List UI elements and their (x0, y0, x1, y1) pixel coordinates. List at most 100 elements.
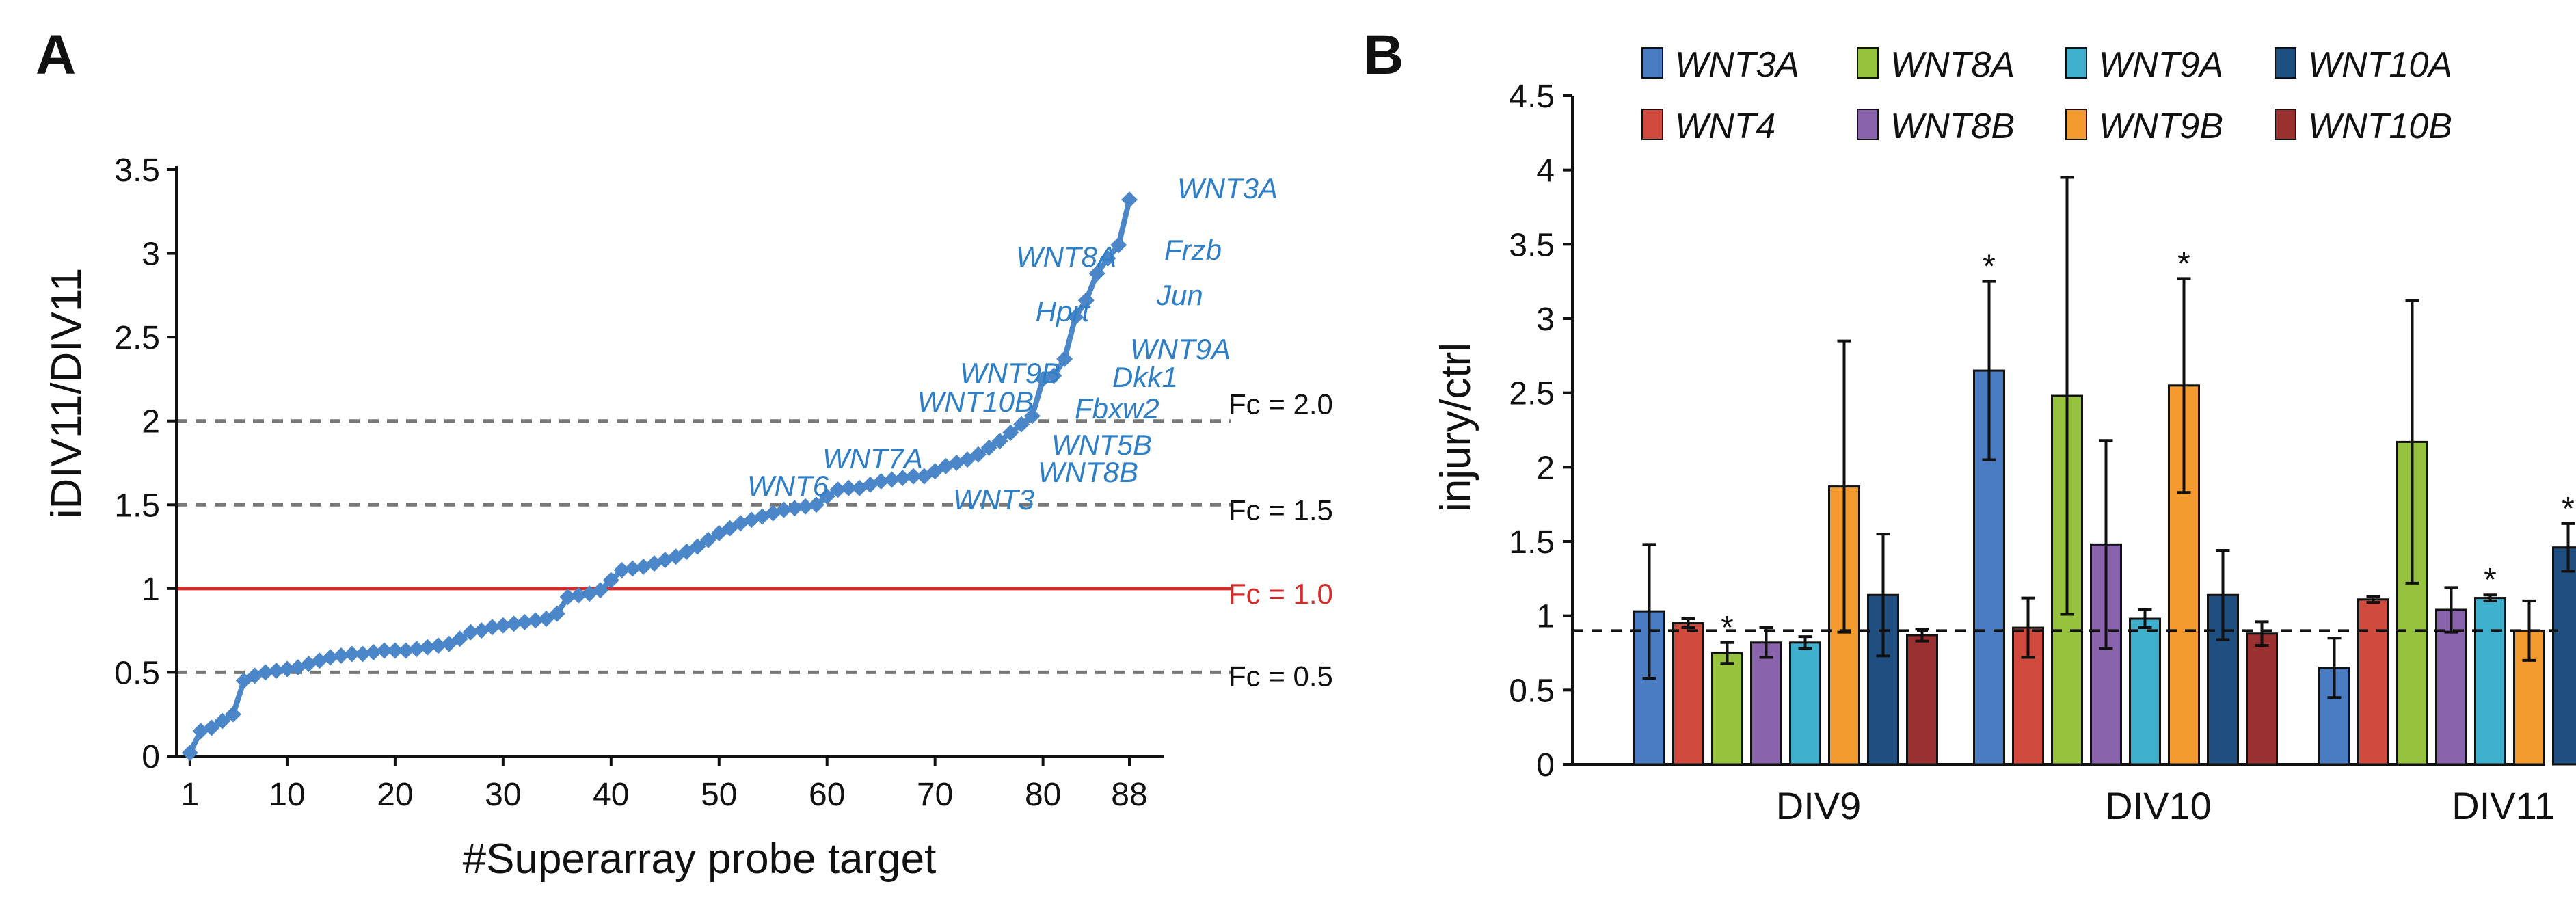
data-point (516, 613, 533, 630)
legend-label: WNT10B (2308, 107, 2452, 146)
panel-a-reference-lines: Fc = 2.0 Fc = 1.5 Fc = 1.0 Fc = 0.5 (176, 388, 1333, 692)
significance-star: * (2562, 491, 2575, 527)
legend-swatch (1641, 109, 1663, 140)
legend-label: WNT9A (2099, 45, 2223, 85)
bar (1906, 634, 1938, 766)
data-point (494, 617, 511, 634)
reference-line-label: Fc = 2.0 (1229, 388, 1333, 420)
x-tick-label: 10 (269, 777, 305, 813)
category-label: DIV11 (2452, 784, 2555, 827)
data-point (376, 642, 393, 659)
data-point (214, 712, 231, 730)
reference-line-label: Fc = 0.5 (1229, 660, 1333, 692)
panel-b-legend: WNT3A WNT4 WNT8A WNT8B WNT9A WNT9B WNT10A WNT10… (1641, 45, 2452, 146)
x-tick-label: 70 (917, 777, 953, 813)
y-tick-label: 1.5 (114, 487, 160, 524)
panel-b: B injury/ctrl WNT3AWNT4WNT8AWNT8BWNT9AWN… (1363, 24, 2576, 827)
data-point (1077, 292, 1095, 309)
series-line (187, 199, 1132, 754)
data-point (181, 745, 198, 762)
category-label: DIV10 (2105, 784, 2212, 827)
data-point (602, 572, 619, 589)
annotation-label: WNT5B (1051, 429, 1152, 461)
x-tick-label: 40 (593, 777, 629, 813)
data-point (1099, 250, 1116, 267)
data-point (592, 582, 609, 599)
data-point (1088, 265, 1105, 282)
y-tick-label: 3.5 (1509, 227, 1555, 263)
data-point (613, 561, 630, 578)
data-point (224, 706, 241, 723)
annotation-label: WNT10B (917, 386, 1034, 418)
legend-swatch (1857, 109, 1879, 140)
data-point (786, 500, 803, 517)
bar (2129, 617, 2161, 766)
bar (2552, 546, 2576, 766)
significance-star: * (1983, 249, 1996, 285)
bar (1789, 641, 1821, 766)
legend-label: WNT4 (1675, 107, 1775, 146)
annotation-label: WNT8A (1016, 241, 1116, 273)
annotation-label: WNT8B (1038, 456, 1138, 488)
data-point (527, 612, 544, 629)
bar (2474, 597, 2506, 766)
x-tick-label: 88 (1111, 777, 1147, 813)
annotation-label: Fbxw2 (1075, 392, 1159, 425)
bar (2357, 598, 2389, 766)
annotation-label: Dkk1 (1112, 361, 1178, 393)
legend-label: WNT3A (1675, 45, 1799, 85)
y-tick-label: 1.5 (1509, 524, 1555, 561)
bar (2246, 632, 2278, 766)
legend-label: WNT10A (2308, 45, 2452, 85)
data-point (829, 481, 846, 498)
data-point (894, 470, 911, 487)
legend-label: WNT8A (1890, 45, 2015, 85)
legend-swatch (2275, 109, 2296, 140)
data-point (1013, 416, 1030, 433)
data-point (1045, 367, 1062, 384)
x-tick-label: 50 (701, 777, 737, 813)
data-point (699, 531, 716, 548)
panel-a-series (181, 191, 1138, 762)
y-tick-label: 1 (1536, 599, 1555, 635)
data-point (322, 649, 339, 666)
annotation-label: WNT7A (822, 442, 923, 474)
data-point (354, 645, 371, 663)
legend-swatch (2065, 47, 2087, 79)
y-tick-label: 3.5 (114, 152, 160, 189)
annotation-label: WNT3 (953, 483, 1034, 516)
data-point (807, 496, 824, 513)
legend-label: WNT8B (1890, 107, 2015, 146)
data-point (1002, 424, 1019, 441)
significance-star: * (2177, 245, 2190, 282)
data-point (1067, 308, 1084, 325)
y-tick-label: 3 (142, 237, 160, 273)
bar (2012, 626, 2044, 766)
annotation-label: WNT9B (960, 357, 1060, 389)
data-point (905, 468, 922, 485)
annotation-label: Hprt (1036, 295, 1092, 327)
y-tick-label: 2.5 (1509, 376, 1555, 412)
y-tick-label: 3 (1536, 302, 1555, 338)
significance-star: * (1721, 610, 1734, 646)
data-point (1056, 351, 1073, 368)
data-point (775, 501, 792, 518)
y-tick-label: 4 (1536, 153, 1555, 189)
annotation-label: WNT3A (1177, 172, 1278, 204)
panel-b-ylabel: injury/ctrl (1432, 343, 1479, 512)
data-point (257, 664, 274, 681)
y-tick-label: 0.5 (114, 655, 160, 691)
x-tick-label: 60 (809, 777, 845, 813)
data-point (969, 446, 987, 463)
bar (1750, 641, 1782, 766)
y-tick-label: 4.5 (1509, 79, 1555, 115)
y-tick-label: 2.5 (114, 320, 160, 356)
data-point (548, 605, 565, 622)
data-point (332, 647, 349, 664)
y-tick-label: 0.5 (1509, 673, 1555, 709)
panel-b-bars: ****** (1572, 176, 2576, 766)
data-point (430, 637, 447, 654)
data-point (278, 660, 295, 678)
panel-a-axes: 0 0.5 1 1.5 2 2.5 3 3.5 1 10 20 30 40 50 60 70 80 88 (114, 152, 1164, 813)
data-point (624, 560, 641, 577)
